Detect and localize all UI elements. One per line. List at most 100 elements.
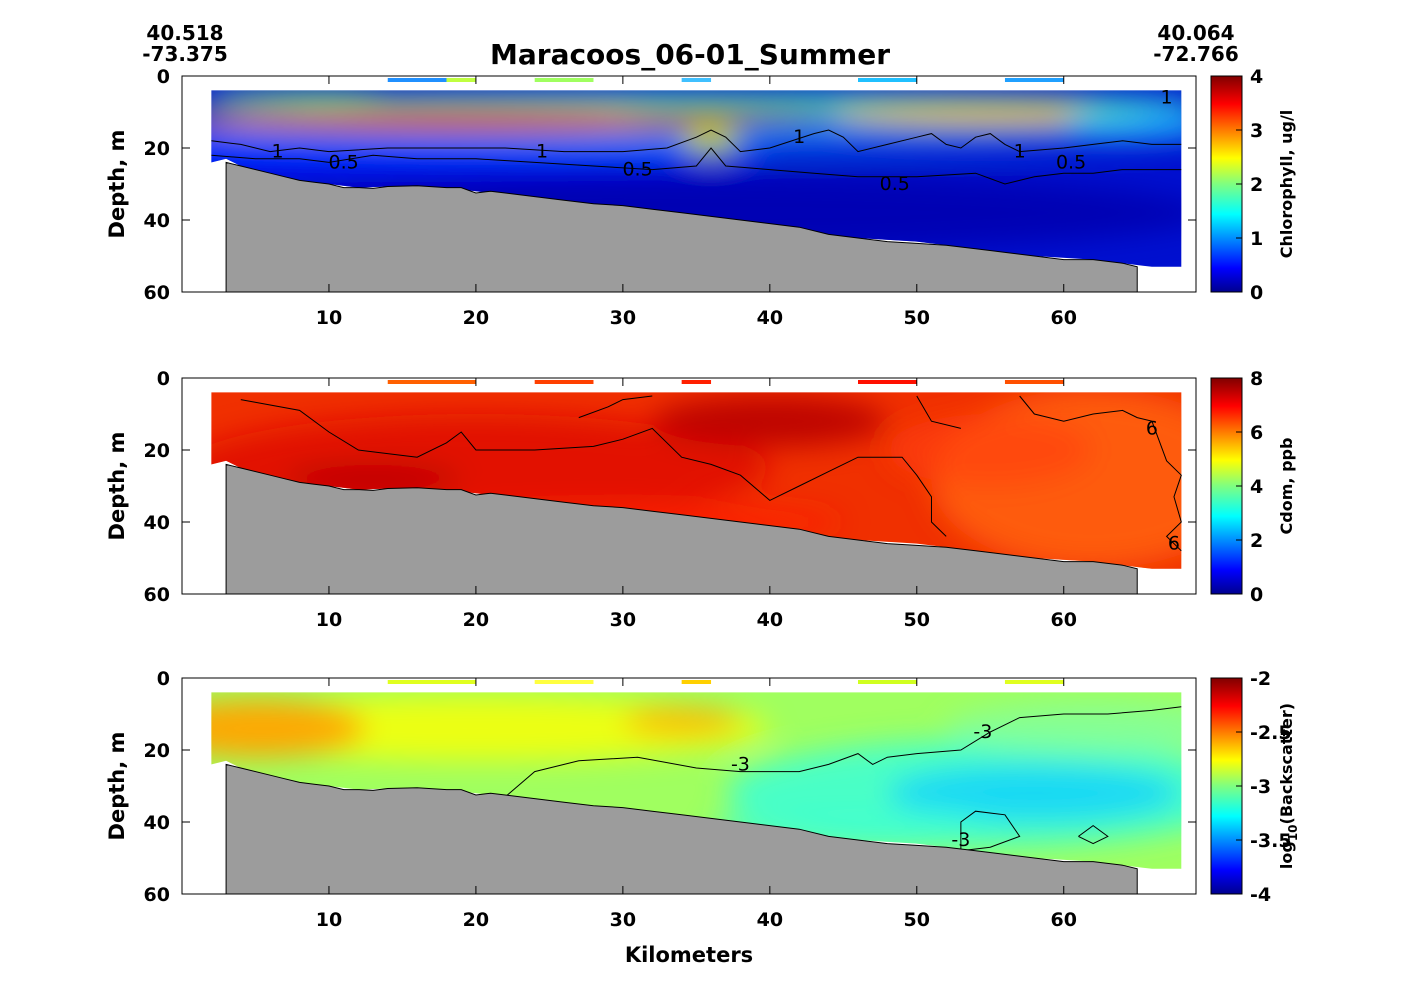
colorbar-label: Cdom, ppb <box>1277 438 1296 535</box>
contour-line <box>240 399 947 537</box>
x-axis-label: Kilometers <box>625 943 753 967</box>
contour-line <box>578 395 653 419</box>
contour-label: 1 <box>271 141 283 163</box>
colorbar-tick-label: 0 <box>1250 282 1263 304</box>
x-tick-label: 40 <box>757 307 783 329</box>
x-tick-label: 10 <box>316 909 342 931</box>
surface-mark <box>387 380 476 384</box>
y-tick-label: 0 <box>157 368 170 390</box>
x-tick-label: 10 <box>316 307 342 329</box>
contour-line <box>960 810 1021 852</box>
colorbar-tick-label: 4 <box>1250 476 1263 498</box>
x-tick-label: 20 <box>463 307 489 329</box>
x-tick-label: 50 <box>904 609 930 631</box>
surface-mark <box>534 680 594 684</box>
colorbar-tick-label: -3.5 <box>1250 830 1292 852</box>
contour-label: 6 <box>1146 417 1158 439</box>
y-axis-label: Depth, m <box>105 432 129 541</box>
y-axis-label: Depth, m <box>105 130 129 239</box>
surface-mark <box>534 78 594 82</box>
colorbar-tick-label: 0 <box>1250 584 1263 606</box>
colorbar-tick-label: 8 <box>1250 368 1263 390</box>
x-tick-label: 40 <box>757 909 783 931</box>
y-tick-label: 40 <box>144 812 170 834</box>
x-tick-label: 30 <box>610 609 636 631</box>
y-tick-label: 60 <box>144 884 170 906</box>
contour-label: 0.5 <box>329 151 359 173</box>
surface-mark <box>446 78 476 82</box>
contour-label: 0.5 <box>880 173 910 195</box>
contour-label: 1 <box>536 141 548 163</box>
seafloor <box>225 763 1138 895</box>
x-tick-label: 60 <box>1051 909 1077 931</box>
axes-frame <box>181 677 1197 895</box>
axes-frame <box>181 75 1197 293</box>
surface-mark <box>858 680 917 684</box>
x-tick-label: 60 <box>1051 609 1077 631</box>
colorbar-tick-label: 3 <box>1250 120 1263 142</box>
axes-frame <box>181 377 1197 595</box>
surface-mark <box>534 380 594 384</box>
colorbar-tick-label: -2.5 <box>1250 722 1292 744</box>
x-tick-label: 20 <box>463 609 489 631</box>
contour-label: -3 <box>973 721 992 743</box>
colorbar-tick-label: -2 <box>1250 668 1271 690</box>
surface-mark <box>681 380 712 384</box>
surface-mark <box>681 78 712 82</box>
chart-title: Maracoos_06-01_Summer <box>490 38 890 71</box>
contour-label: 1 <box>1014 141 1026 163</box>
contour-label: 1 <box>793 126 805 148</box>
contour-label: -3 <box>731 753 750 775</box>
colorbar-label: Chlorophyll, ug/l <box>1277 110 1296 259</box>
contour-line <box>1019 395 1182 552</box>
panel-backscatter: 10 20 30 40 50 60 0 20 40 60 Depth, m Kilometers -3 -… <box>105 668 1300 967</box>
contour-label: 0.5 <box>622 159 652 181</box>
surface-mark <box>681 680 712 684</box>
y-tick-label: 20 <box>144 138 170 160</box>
surface-mark <box>1004 380 1064 384</box>
y-tick-label: 60 <box>144 584 170 606</box>
contour-label: 0.5 <box>1056 151 1086 173</box>
x-tick-label: 30 <box>610 909 636 931</box>
y-axis-label: Depth, m <box>105 732 129 841</box>
contour-label: 1 <box>1161 87 1173 109</box>
colorbar-tick-label: 1 <box>1250 228 1263 250</box>
colorbar-tick-label: -4 <box>1250 884 1271 906</box>
contour-label: 6 <box>1168 533 1180 555</box>
contour-label: -3 <box>951 829 970 851</box>
end-longitude: -72.766 <box>1153 42 1238 66</box>
colorbar-label: log10(Backscatter) <box>1277 703 1300 869</box>
surface-mark <box>858 78 917 82</box>
colorbar-tick-label: -3 <box>1250 776 1271 798</box>
surface-mark <box>387 78 447 82</box>
start-latitude: 40.518 <box>146 21 223 45</box>
y-tick-label: 60 <box>144 282 170 304</box>
colorbar-tick-label: 2 <box>1250 530 1263 552</box>
surface-mark <box>1004 680 1064 684</box>
seafloor <box>225 161 1138 293</box>
contour-line <box>916 395 961 429</box>
x-tick-label: 50 <box>904 307 930 329</box>
x-tick-label: 50 <box>904 909 930 931</box>
x-tick-label: 10 <box>316 609 342 631</box>
surface-mark <box>387 680 476 684</box>
y-tick-label: 20 <box>144 440 170 462</box>
y-tick-label: 40 <box>144 210 170 232</box>
colorbar-tick-label: 2 <box>1250 174 1263 196</box>
x-tick-label: 40 <box>757 609 783 631</box>
contour-line <box>1078 824 1109 845</box>
contour-line <box>504 706 1182 798</box>
surface-mark <box>1004 78 1064 82</box>
contour-line <box>211 147 1182 185</box>
contour-line <box>211 129 1182 153</box>
start-longitude: -73.375 <box>142 42 227 66</box>
x-tick-label: 60 <box>1051 307 1077 329</box>
seafloor <box>225 463 1138 595</box>
y-tick-label: 20 <box>144 740 170 762</box>
y-tick-label: 40 <box>144 512 170 534</box>
x-tick-label: 20 <box>463 909 489 931</box>
y-tick-label: 0 <box>157 66 170 88</box>
